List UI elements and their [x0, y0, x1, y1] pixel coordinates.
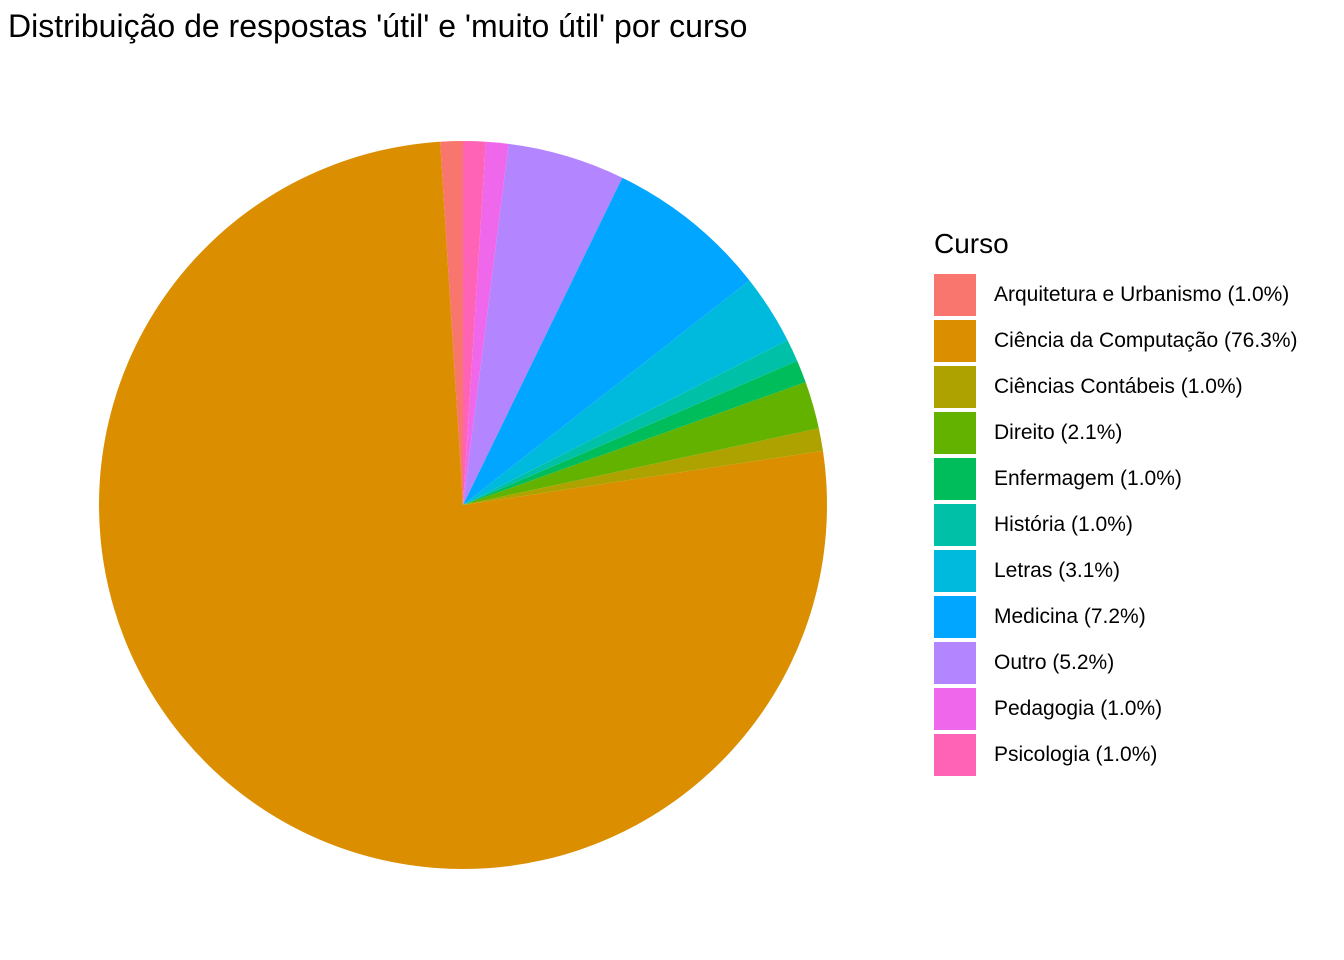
- legend-swatch: [934, 596, 976, 638]
- legend-swatch: [934, 734, 976, 776]
- legend-swatch: [934, 642, 976, 684]
- pie-slice-9: [463, 141, 509, 505]
- pie-slice-2: [463, 428, 823, 505]
- legend-item: Ciências Contábeis (1.0%): [934, 364, 1298, 410]
- chart-title: Distribuição de respostas 'útil' e 'muit…: [8, 8, 748, 44]
- legend-label: Letras (3.1%): [994, 559, 1121, 582]
- legend-item: Outro (5.2%): [934, 640, 1298, 686]
- legend: Curso Arquitetura e Urbanismo (1.0%) Ciên…: [934, 228, 1298, 778]
- legend-item: Medicina (7.2%): [934, 594, 1298, 640]
- pie-slice-4: [463, 360, 806, 505]
- legend-item: Enfermagem (1.0%): [934, 456, 1298, 502]
- pie-slice-8: [463, 143, 623, 505]
- legend-label: Ciências Contábeis (1.0%): [994, 375, 1243, 398]
- legend-swatch: [934, 550, 976, 592]
- legend-label: Psicologia (1.0%): [994, 743, 1158, 766]
- legend-swatch: [934, 320, 976, 362]
- legend-swatch: [934, 412, 976, 454]
- legend-item: Psicologia (1.0%): [934, 732, 1298, 778]
- legend-item: Pedagogia (1.0%): [934, 686, 1298, 732]
- legend-item: História (1.0%): [934, 502, 1298, 548]
- legend-item: Arquitetura e Urbanismo (1.0%): [934, 272, 1298, 318]
- legend-swatch: [934, 366, 976, 408]
- legend-item: Ciência da Computação (76.3%): [934, 318, 1298, 364]
- legend-item: Direito (2.1%): [934, 410, 1298, 456]
- legend-item: Letras (3.1%): [934, 548, 1298, 594]
- legend-swatch: [934, 274, 976, 316]
- legend-swatch: [934, 504, 976, 546]
- pie-slice-6: [463, 280, 788, 505]
- pie-slice-3: [463, 382, 819, 505]
- legend-label: Enfermagem (1.0%): [994, 467, 1182, 490]
- legend-label: História (1.0%): [994, 513, 1133, 536]
- legend-items: Arquitetura e Urbanismo (1.0%) Ciência da…: [934, 272, 1298, 778]
- legend-label: Outro (5.2%): [994, 651, 1115, 674]
- pie-slice-0: [440, 141, 463, 505]
- legend-label: Pedagogia (1.0%): [994, 697, 1163, 720]
- legend-label: Arquitetura e Urbanismo (1.0%): [994, 283, 1290, 306]
- legend-label: Direito (2.1%): [994, 421, 1123, 444]
- pie-slice-1: [99, 141, 828, 870]
- legend-title: Curso: [934, 228, 1009, 259]
- pie-slice-7: [463, 177, 750, 505]
- legend-label: Ciência da Computação (76.3%): [994, 329, 1298, 352]
- pie-slice-5: [463, 340, 798, 505]
- pie-slice-10: [463, 141, 486, 505]
- pie-chart: [99, 141, 828, 870]
- legend-swatch: [934, 458, 976, 500]
- legend-swatch: [934, 688, 976, 730]
- legend-label: Medicina (7.2%): [994, 605, 1146, 628]
